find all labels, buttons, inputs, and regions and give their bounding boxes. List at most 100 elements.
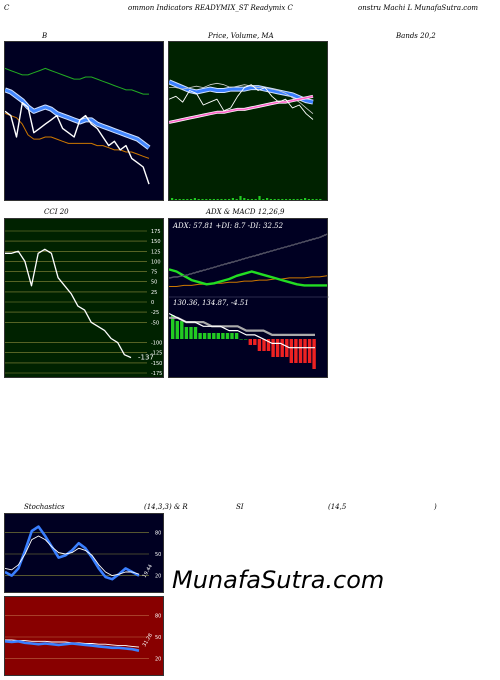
volume-bar [292, 199, 295, 200]
plus-di-line [169, 268, 327, 287]
volume-bar [311, 199, 314, 200]
macd-hist-bar [266, 339, 271, 351]
bb-upper-line [5, 67, 149, 95]
rsi-line [5, 639, 140, 652]
macd-hist-bar [298, 339, 303, 363]
macd-hist-bar [216, 333, 220, 339]
price-chart [169, 79, 322, 200]
stoch-tick-label: 50 [155, 552, 161, 558]
volume-bar [182, 199, 185, 200]
cci-line [5, 248, 132, 359]
macd-hist-bar [312, 339, 316, 369]
cci-tick-label: -100 [151, 341, 162, 347]
cci-title: CCI 20 [44, 208, 69, 216]
bb-middle-halo [5, 87, 151, 150]
cci-tick-label: -50 [151, 320, 159, 326]
adx-macd-chart [169, 233, 329, 369]
cci-tick-label: 175 [151, 229, 161, 235]
macd-hist-bar [303, 339, 307, 363]
macd-hist-bar [230, 333, 234, 339]
macd-hist-bar [180, 321, 184, 339]
macd-hist-bar [198, 333, 202, 339]
minus-di-inner [169, 233, 328, 279]
rsi-tick-label: 50 [155, 635, 161, 641]
volume-bar [171, 198, 174, 200]
macd-hist-bar [271, 339, 275, 357]
volume-bar [243, 198, 246, 200]
cci-current-label: -137 [138, 354, 154, 362]
macd-hist-bar [221, 333, 225, 339]
macd-hist-bar [294, 339, 298, 363]
bb-title: B [42, 32, 48, 40]
volume-bar [216, 199, 219, 200]
price-title: Price, Volume, MA [208, 32, 274, 40]
macd-hist-bar [248, 339, 252, 345]
volume-bar [186, 199, 189, 200]
macd-hist-bar [212, 333, 216, 339]
volume-bar [247, 199, 250, 200]
volume-bar [201, 199, 204, 200]
stoch-title-d: (14,5 [328, 503, 347, 511]
cci-panel: 175 150 125 100 75 50 25 0 -25 -50 -100 -125 -150 -17… [4, 218, 164, 378]
rsi-panel: 80 50 20 31.28 [4, 596, 164, 676]
volume-bar [319, 199, 322, 200]
stoch-title-a: Stochastics [24, 503, 65, 511]
stoch-tick-label: 20 [155, 574, 161, 580]
macd-hist-bar [171, 315, 175, 339]
bb-lower-line [5, 112, 150, 159]
volume-bar [296, 199, 299, 200]
macd-hist-bar [193, 327, 198, 339]
rsi-tick-label: 80 [155, 613, 161, 619]
price-ma-pink-line [169, 95, 314, 124]
macd-hist-bar [285, 339, 289, 357]
bb-middle-line [5, 88, 150, 149]
volume-bar [178, 199, 181, 200]
cci-tick-label: 25 [151, 290, 157, 296]
cci-tick-label: -150 [151, 361, 162, 367]
macd-hist-bar [275, 339, 280, 357]
bands-title: Bands 20,2 [396, 32, 436, 40]
volume-bar [174, 199, 177, 200]
cci-tick-label: -25 [151, 310, 159, 316]
cci-tick-label: 75 [151, 270, 157, 276]
macd-hist-bar [307, 339, 312, 363]
macd-hist-bar [234, 333, 239, 339]
cci-chart: 175 150 125 100 75 50 25 0 -25 -50 -100 -125 -150 -17… [5, 229, 162, 377]
stoch-k-line [5, 525, 140, 581]
stoch-current-label: 19.44 [142, 564, 154, 579]
rsi-tick-label: 20 [155, 657, 161, 663]
volume-bar [209, 199, 212, 200]
macd-hist-bar [175, 321, 179, 339]
volume-bar [190, 199, 193, 200]
volume-bar [193, 198, 196, 200]
macd-hist-bar [239, 339, 243, 340]
macd-hist-bar [289, 339, 293, 363]
bollinger-chart [5, 67, 151, 185]
header-center: ommon Indicators READYMIX_ST Readymix C [128, 4, 293, 12]
rsi-chart: 80 50 20 31.28 [5, 613, 161, 663]
price-panel [168, 41, 328, 201]
stoch-d-line [5, 535, 140, 577]
volume-bar [273, 199, 276, 200]
cci-tick-label: 150 [151, 239, 161, 245]
macd-hist-bar [244, 339, 248, 340]
cci-tick-label: -125 [151, 351, 162, 357]
volume-bar [262, 199, 265, 200]
volume-bar [315, 199, 318, 200]
cci-tick-label: 50 [151, 280, 157, 286]
volume-bar [277, 199, 280, 200]
macd-hist-bar [257, 339, 262, 351]
volume-bar [258, 196, 261, 200]
volume-bar [239, 196, 242, 200]
volume-bar [205, 199, 208, 200]
volume-bar [266, 198, 269, 200]
adx-line [169, 275, 328, 287]
macd-hist-bar [184, 327, 189, 339]
volume-bar [254, 199, 257, 200]
volume-bar [288, 199, 291, 200]
macd-hist-bar [253, 339, 257, 345]
volume-bar [307, 199, 310, 200]
volume-bar [300, 199, 303, 200]
stoch-tick-label: 80 [155, 530, 161, 536]
